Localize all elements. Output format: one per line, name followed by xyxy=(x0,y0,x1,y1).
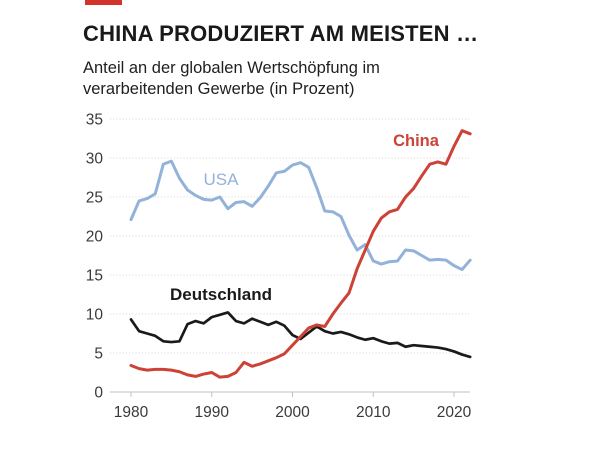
x-tick-label: 2020 xyxy=(437,404,472,421)
y-tick-label: 15 xyxy=(86,268,103,285)
series-label-usa: USA xyxy=(204,170,240,189)
chart-subtitle-line1: Anteil an der globalen Wertschöpfung im xyxy=(83,59,380,77)
y-tick-label: 0 xyxy=(94,385,103,402)
y-tick-label: 5 xyxy=(94,346,103,363)
y-tick-label: 10 xyxy=(86,307,104,324)
series-line-usa xyxy=(129,159,472,272)
brand-kicker-bar xyxy=(85,0,122,5)
series-line-deutschland xyxy=(129,311,472,359)
y-tick-label: 20 xyxy=(86,229,104,246)
x-tick-label: 2000 xyxy=(275,404,310,421)
chart-title: CHINA PRODUZIERT AM MEISTEN … xyxy=(83,21,479,46)
y-tick-label: 35 xyxy=(86,112,103,129)
series-line-china xyxy=(129,129,472,379)
x-tick-label: 1980 xyxy=(114,404,149,421)
series-label-china: China xyxy=(393,132,440,150)
y-tick-label: 30 xyxy=(86,151,104,168)
x-tick-label: 1990 xyxy=(195,404,230,421)
series-label-deutschland: Deutschland xyxy=(170,285,272,304)
y-tick-label: 25 xyxy=(86,190,103,207)
chart-subtitle-line2: verarbeitenden Gewerbe (in Prozent) xyxy=(83,80,355,98)
chart-subtitle: Anteil an der globalen Wertschöpfung im … xyxy=(83,58,380,100)
x-tick-label: 2010 xyxy=(356,404,391,421)
